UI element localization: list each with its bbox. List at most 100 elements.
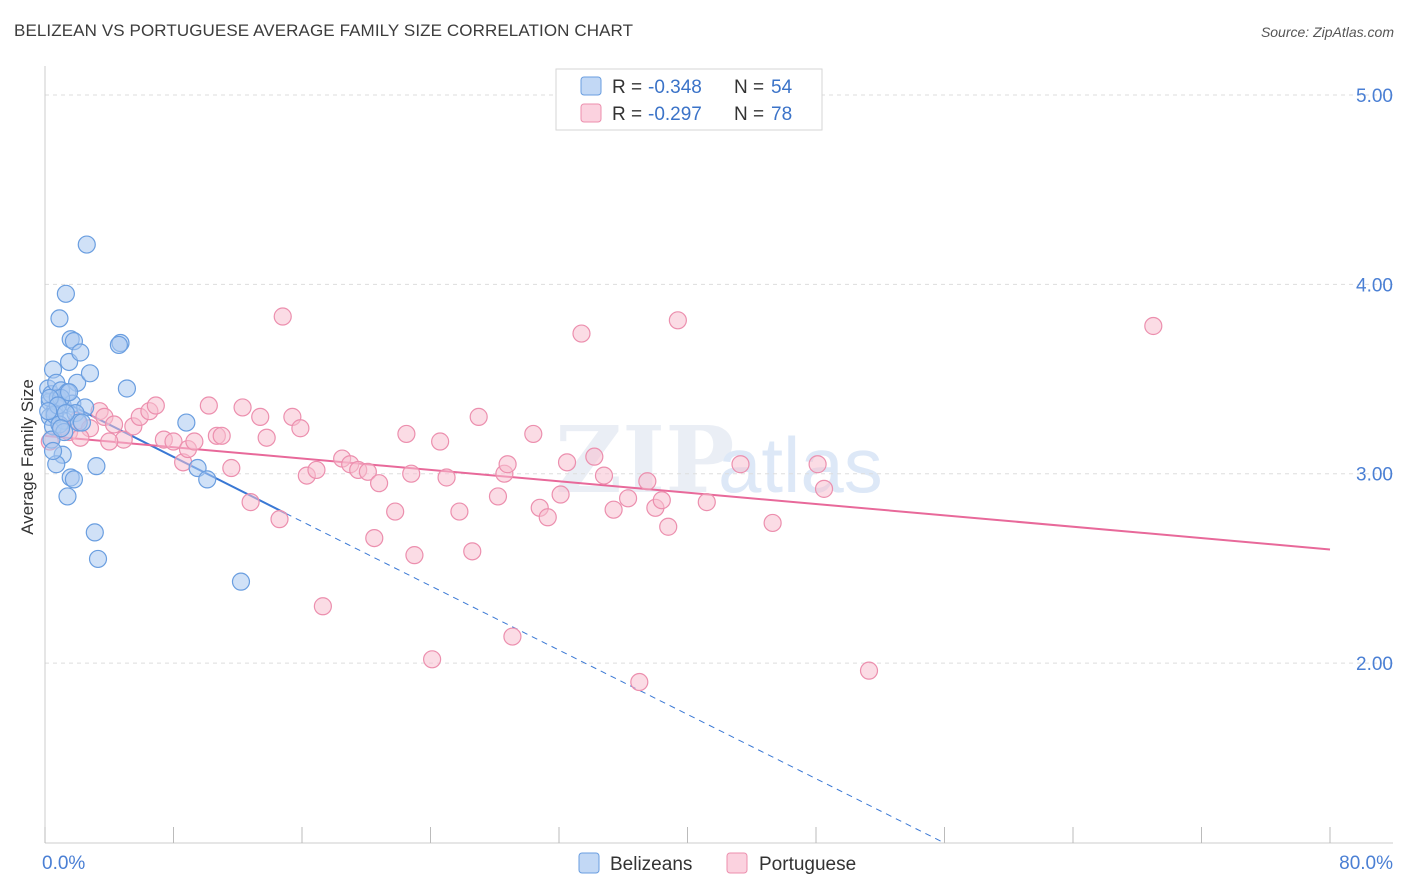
portuguese-point <box>358 462 377 481</box>
belizean-point <box>51 419 71 438</box>
portuguese-point <box>273 307 292 326</box>
source-label: Source: ZipAtlas.com <box>1260 24 1394 40</box>
legend-swatch-blue <box>580 76 602 96</box>
belizean-point <box>59 383 79 402</box>
portuguese-point <box>222 458 241 478</box>
portuguese-point <box>551 485 570 504</box>
belizean-point <box>56 404 75 423</box>
portuguese-point <box>402 464 421 483</box>
belizean-point <box>85 523 104 542</box>
belizean-point <box>43 441 63 461</box>
belizean-point <box>77 235 96 254</box>
legend-swatch-pink <box>580 103 602 123</box>
belizean-point <box>71 343 90 362</box>
portuguese-point <box>450 502 469 521</box>
y-axis-label: Average Family Size <box>18 379 37 535</box>
belizean-point <box>56 284 75 303</box>
portuguese-point <box>146 396 165 415</box>
portuguese-point <box>498 455 517 474</box>
legend-n-label-blue: N = <box>734 77 764 98</box>
legend-n-value-blue: 54 <box>771 77 793 98</box>
portuguese-point <box>503 627 522 646</box>
belizean-point <box>87 457 106 476</box>
x-tick-label-min: 0.0% <box>42 853 85 874</box>
points-layer <box>39 235 1163 692</box>
legend-r-value-pink: -0.297 <box>648 104 702 125</box>
belizean-trend-extension <box>285 513 945 844</box>
y-tick-label: 2.00 <box>1356 654 1393 675</box>
portuguese-point <box>365 528 384 548</box>
belizean-point <box>58 487 77 506</box>
stats-legend: R = -0.348 N = 54 R = -0.297 N = 78 <box>555 68 823 131</box>
legend-r-label-pink: R = <box>612 104 642 125</box>
legend-swatch-belizeans <box>578 852 600 874</box>
portuguese-point <box>524 424 543 444</box>
portuguese-point <box>71 428 90 447</box>
belizean-point <box>72 413 92 432</box>
portuguese-point <box>1144 316 1163 336</box>
legend-label-portuguese: Portuguese <box>759 854 856 875</box>
belizean-point <box>117 379 137 398</box>
portuguese-point <box>763 513 782 533</box>
portuguese-point <box>313 597 332 616</box>
portuguese-point <box>100 432 119 451</box>
legend-label-belizeans: Belizeans <box>610 854 692 875</box>
legend-r-label-blue: R = <box>612 77 642 98</box>
portuguese-point <box>859 661 879 680</box>
portuguese-point <box>370 474 389 493</box>
portuguese-point <box>104 415 124 434</box>
portuguese-point <box>185 432 204 451</box>
y-tick-label: 3.00 <box>1356 465 1393 486</box>
belizean-point <box>64 470 84 489</box>
belizean-point <box>177 413 196 432</box>
portuguese-point <box>257 428 276 447</box>
portuguese-point <box>668 311 687 330</box>
portuguese-point <box>697 493 716 512</box>
belizean-point <box>88 549 108 569</box>
belizean-point <box>109 335 128 355</box>
portuguese-point <box>538 508 557 527</box>
portuguese-point <box>199 396 218 415</box>
portuguese-point <box>241 493 260 512</box>
portuguese-point <box>212 426 231 445</box>
portuguese-point <box>585 447 604 466</box>
portuguese-point <box>652 491 671 510</box>
portuguese-point <box>233 398 252 417</box>
belizean-point <box>39 402 58 421</box>
chart-title: BELIZEAN VS PORTUGUESE AVERAGE FAMILY SI… <box>14 21 634 40</box>
y-tick-label: 5.00 <box>1356 86 1393 107</box>
portuguese-point <box>291 419 310 438</box>
legend-swatch-portuguese <box>726 852 748 874</box>
watermark: ZIP atlas <box>555 406 883 514</box>
portuguese-point <box>437 468 456 487</box>
portuguese-point <box>557 453 577 472</box>
portuguese-point <box>731 455 750 474</box>
legend-r-value-blue: -0.348 <box>648 77 702 98</box>
portuguese-point <box>463 542 482 561</box>
portuguese-point <box>604 500 623 519</box>
portuguese-point <box>397 424 416 444</box>
belizean-point <box>231 572 251 591</box>
axis-layer: 2.00 3.00 4.00 5.00 <box>44 66 1393 844</box>
portuguese-point <box>814 479 834 498</box>
portuguese-point <box>423 650 442 669</box>
portuguese-point <box>431 432 450 451</box>
portuguese-point <box>808 455 827 474</box>
portuguese-point <box>572 324 591 343</box>
x-tick-label-max: 80.0% <box>1339 853 1393 874</box>
portuguese-point <box>307 460 326 480</box>
portuguese-point <box>488 487 508 506</box>
portuguese-point <box>270 510 289 529</box>
portuguese-point <box>630 672 649 692</box>
legend-n-value-pink: 78 <box>771 104 792 125</box>
belizean-point <box>198 470 217 489</box>
portuguese-point <box>251 407 270 426</box>
portuguese-point <box>386 502 405 521</box>
portuguese-point <box>618 489 638 508</box>
portuguese-point <box>164 432 183 451</box>
portuguese-point <box>594 466 614 485</box>
belizean-point <box>50 309 69 328</box>
portuguese-point <box>638 472 657 491</box>
legend-n-label-pink: N = <box>734 104 764 125</box>
